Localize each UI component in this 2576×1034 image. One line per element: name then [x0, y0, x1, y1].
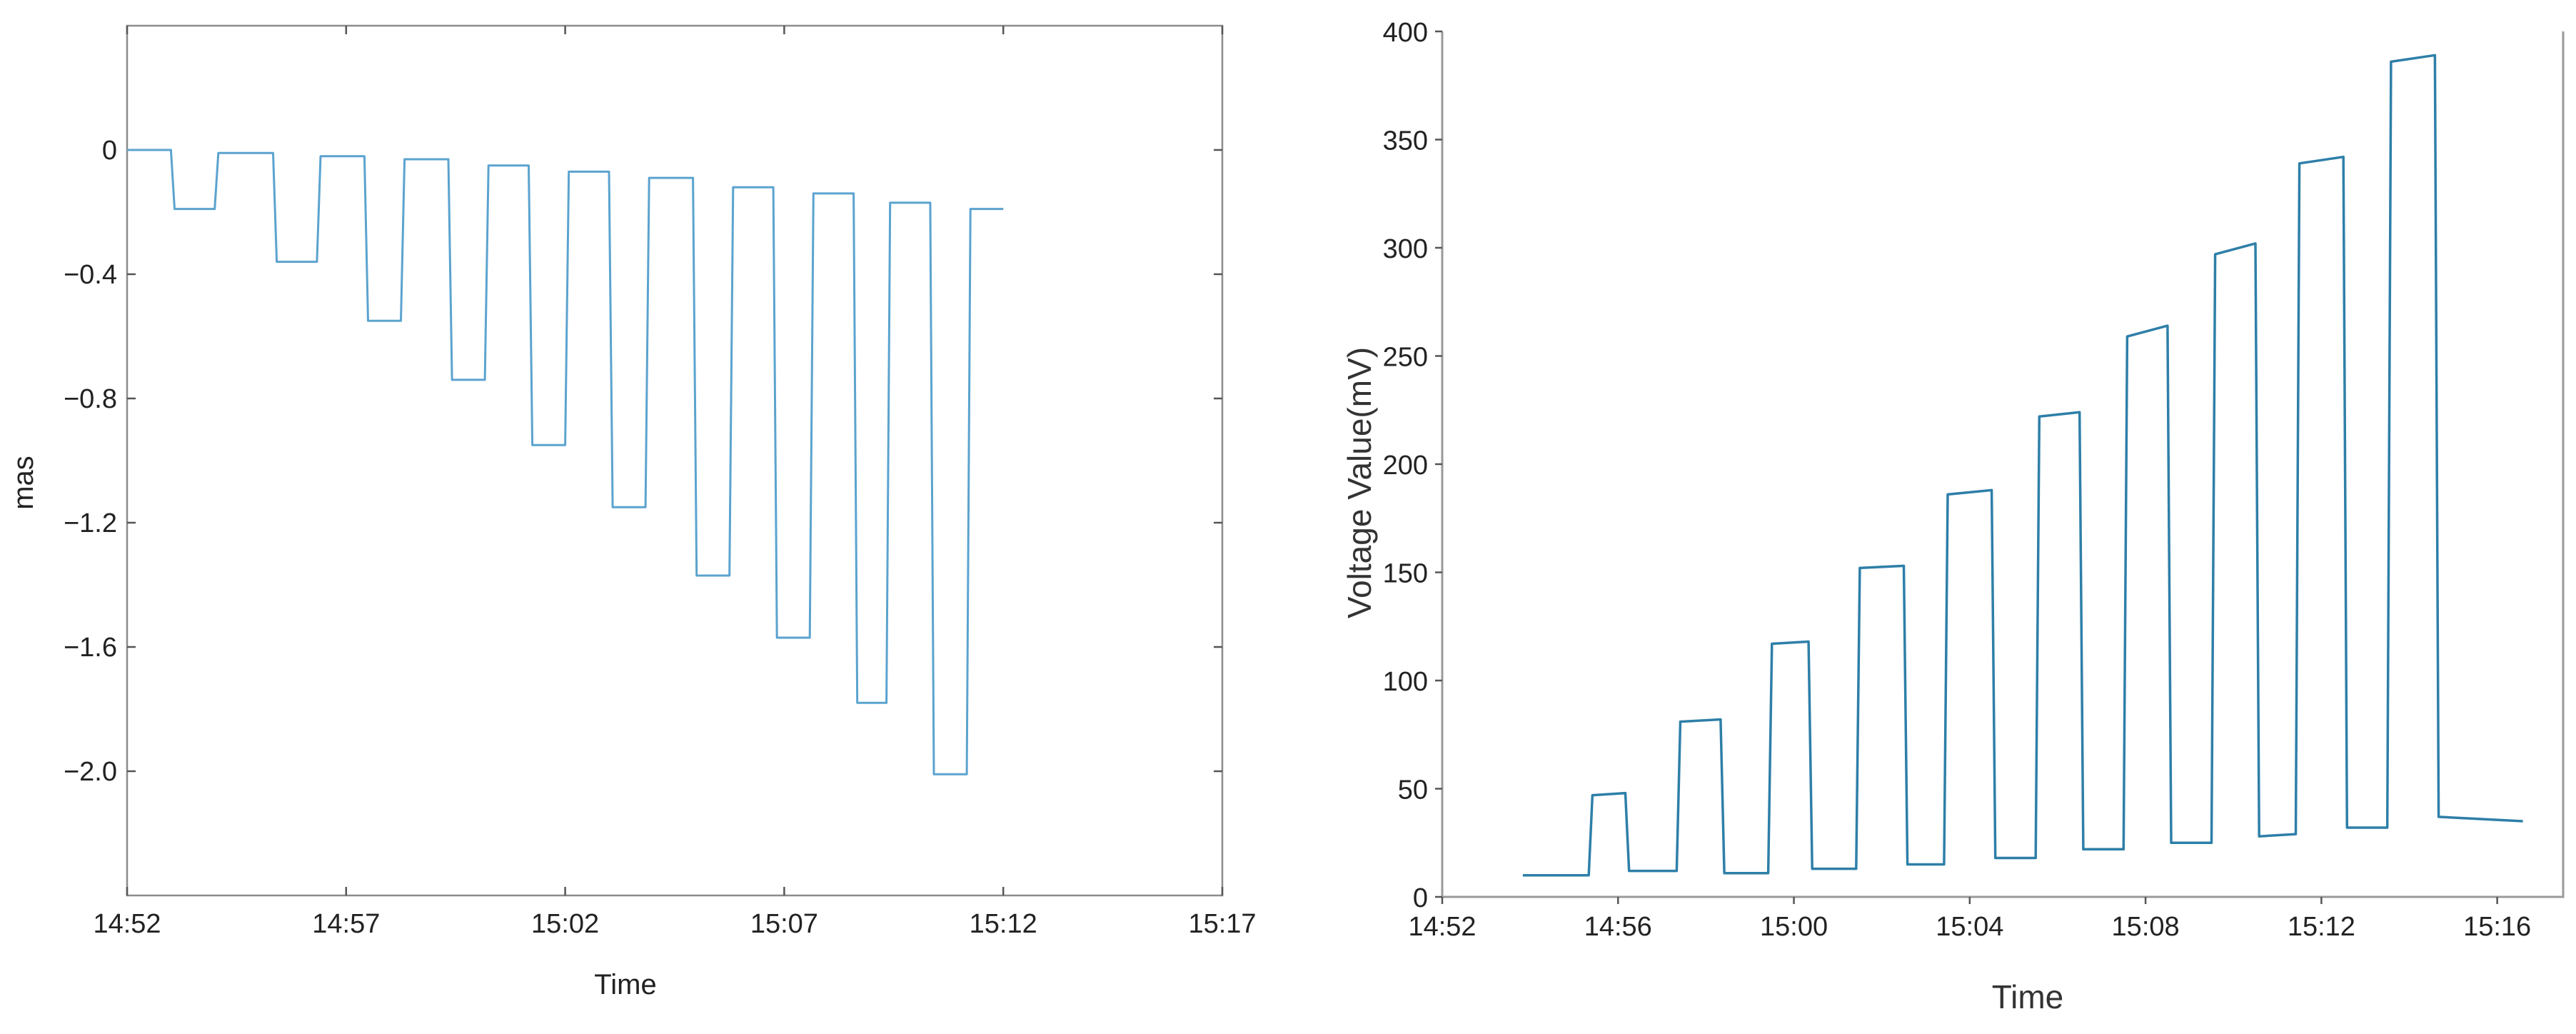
- left-y-tick-label: −1.2: [64, 508, 117, 538]
- left-y-ticks: 0 −0.4 −0.8 −1.2 −1.6 −2.0: [64, 136, 1222, 787]
- left-x-tick-label: 15:12: [970, 909, 1037, 939]
- right-series-layer: [1522, 54, 2523, 877]
- right-y-tick-label: 300: [1383, 234, 1428, 264]
- right-x-axis-title: Time: [1992, 978, 2064, 1015]
- left-plot-frame: [126, 24, 1224, 897]
- right-x-tick-label: 15:08: [2112, 912, 2180, 942]
- left-y-tick-label: 0: [102, 136, 117, 166]
- right-y-axis-title: Voltage Value(mV): [1341, 347, 1378, 618]
- left-x-axis-title: Time: [594, 969, 656, 1000]
- right-y-tick-label: 100: [1383, 667, 1428, 697]
- right-y-tick-label: 0: [1413, 883, 1428, 913]
- left-x-tick-label: 15:07: [750, 909, 818, 939]
- right-plot-frame: [1441, 31, 2565, 898]
- left-x-tick-label: 14:57: [312, 909, 380, 939]
- right-chart-panel: 0 50 100 150 200 250 300 350 400 14:52 14:56 15:00…: [1288, 0, 2576, 1034]
- right-y-tick-label: 400: [1383, 18, 1428, 48]
- right-x-tick-label: 15:12: [2288, 912, 2355, 942]
- left-x-tick-label: 15:17: [1188, 909, 1256, 939]
- left-y-tick-label: −2.0: [64, 757, 117, 787]
- right-x-tick-label: 15:00: [1760, 912, 1828, 942]
- right-x-tick-label: 14:52: [1408, 912, 1476, 942]
- left-y-axis-title: mas: [8, 456, 39, 510]
- left-y-tick-label: −1.6: [64, 633, 117, 663]
- right-y-tick-label: 350: [1383, 126, 1428, 156]
- right-y-tick-label: 50: [1398, 776, 1428, 805]
- right-x-tick-label: 14:56: [1584, 912, 1652, 942]
- right-x-tick-label: 15:04: [1936, 912, 2003, 942]
- left-x-tick-label: 15:02: [531, 909, 599, 939]
- right-plot-axes: [1441, 31, 2565, 898]
- left-chart-panel: 0 −0.4 −0.8 −1.2 −1.6 −2.0 14:52 14:57 15:02 15:…: [8, 24, 1257, 1000]
- left-chart: 0 −0.4 −0.8 −1.2 −1.6 −2.0 14:52 14:57 15:02 15:…: [8, 24, 1257, 1000]
- right-x-tick-label: 15:16: [2463, 912, 2531, 942]
- left-series-layer: [127, 149, 1004, 776]
- left-x-tick-label: 14:52: [93, 909, 161, 939]
- left-x-ticks: 14:52 14:57 15:02 15:07 15:12 15:17: [93, 26, 1257, 939]
- right-y-tick-label: 250: [1383, 343, 1428, 373]
- right-y-tick-label: 150: [1383, 559, 1428, 589]
- right-y-tick-label: 200: [1383, 451, 1428, 481]
- left-plot-border: [126, 24, 1224, 897]
- left-y-tick-label: −0.8: [64, 384, 117, 414]
- left-y-tick-label: −0.4: [64, 260, 117, 290]
- right-y-ticks: 0 50 100 150 200 250 300 350 400: [1383, 18, 1442, 913]
- right-series-line: [1522, 54, 2523, 877]
- right-chart: 0 50 100 150 200 250 300 350 400 14:52 14:56 15:00…: [1341, 18, 2565, 1015]
- left-series-line: [127, 149, 1004, 776]
- right-x-ticks: 14:52 14:56 15:00 15:04 15:08 15:12 15:16: [1408, 897, 2531, 942]
